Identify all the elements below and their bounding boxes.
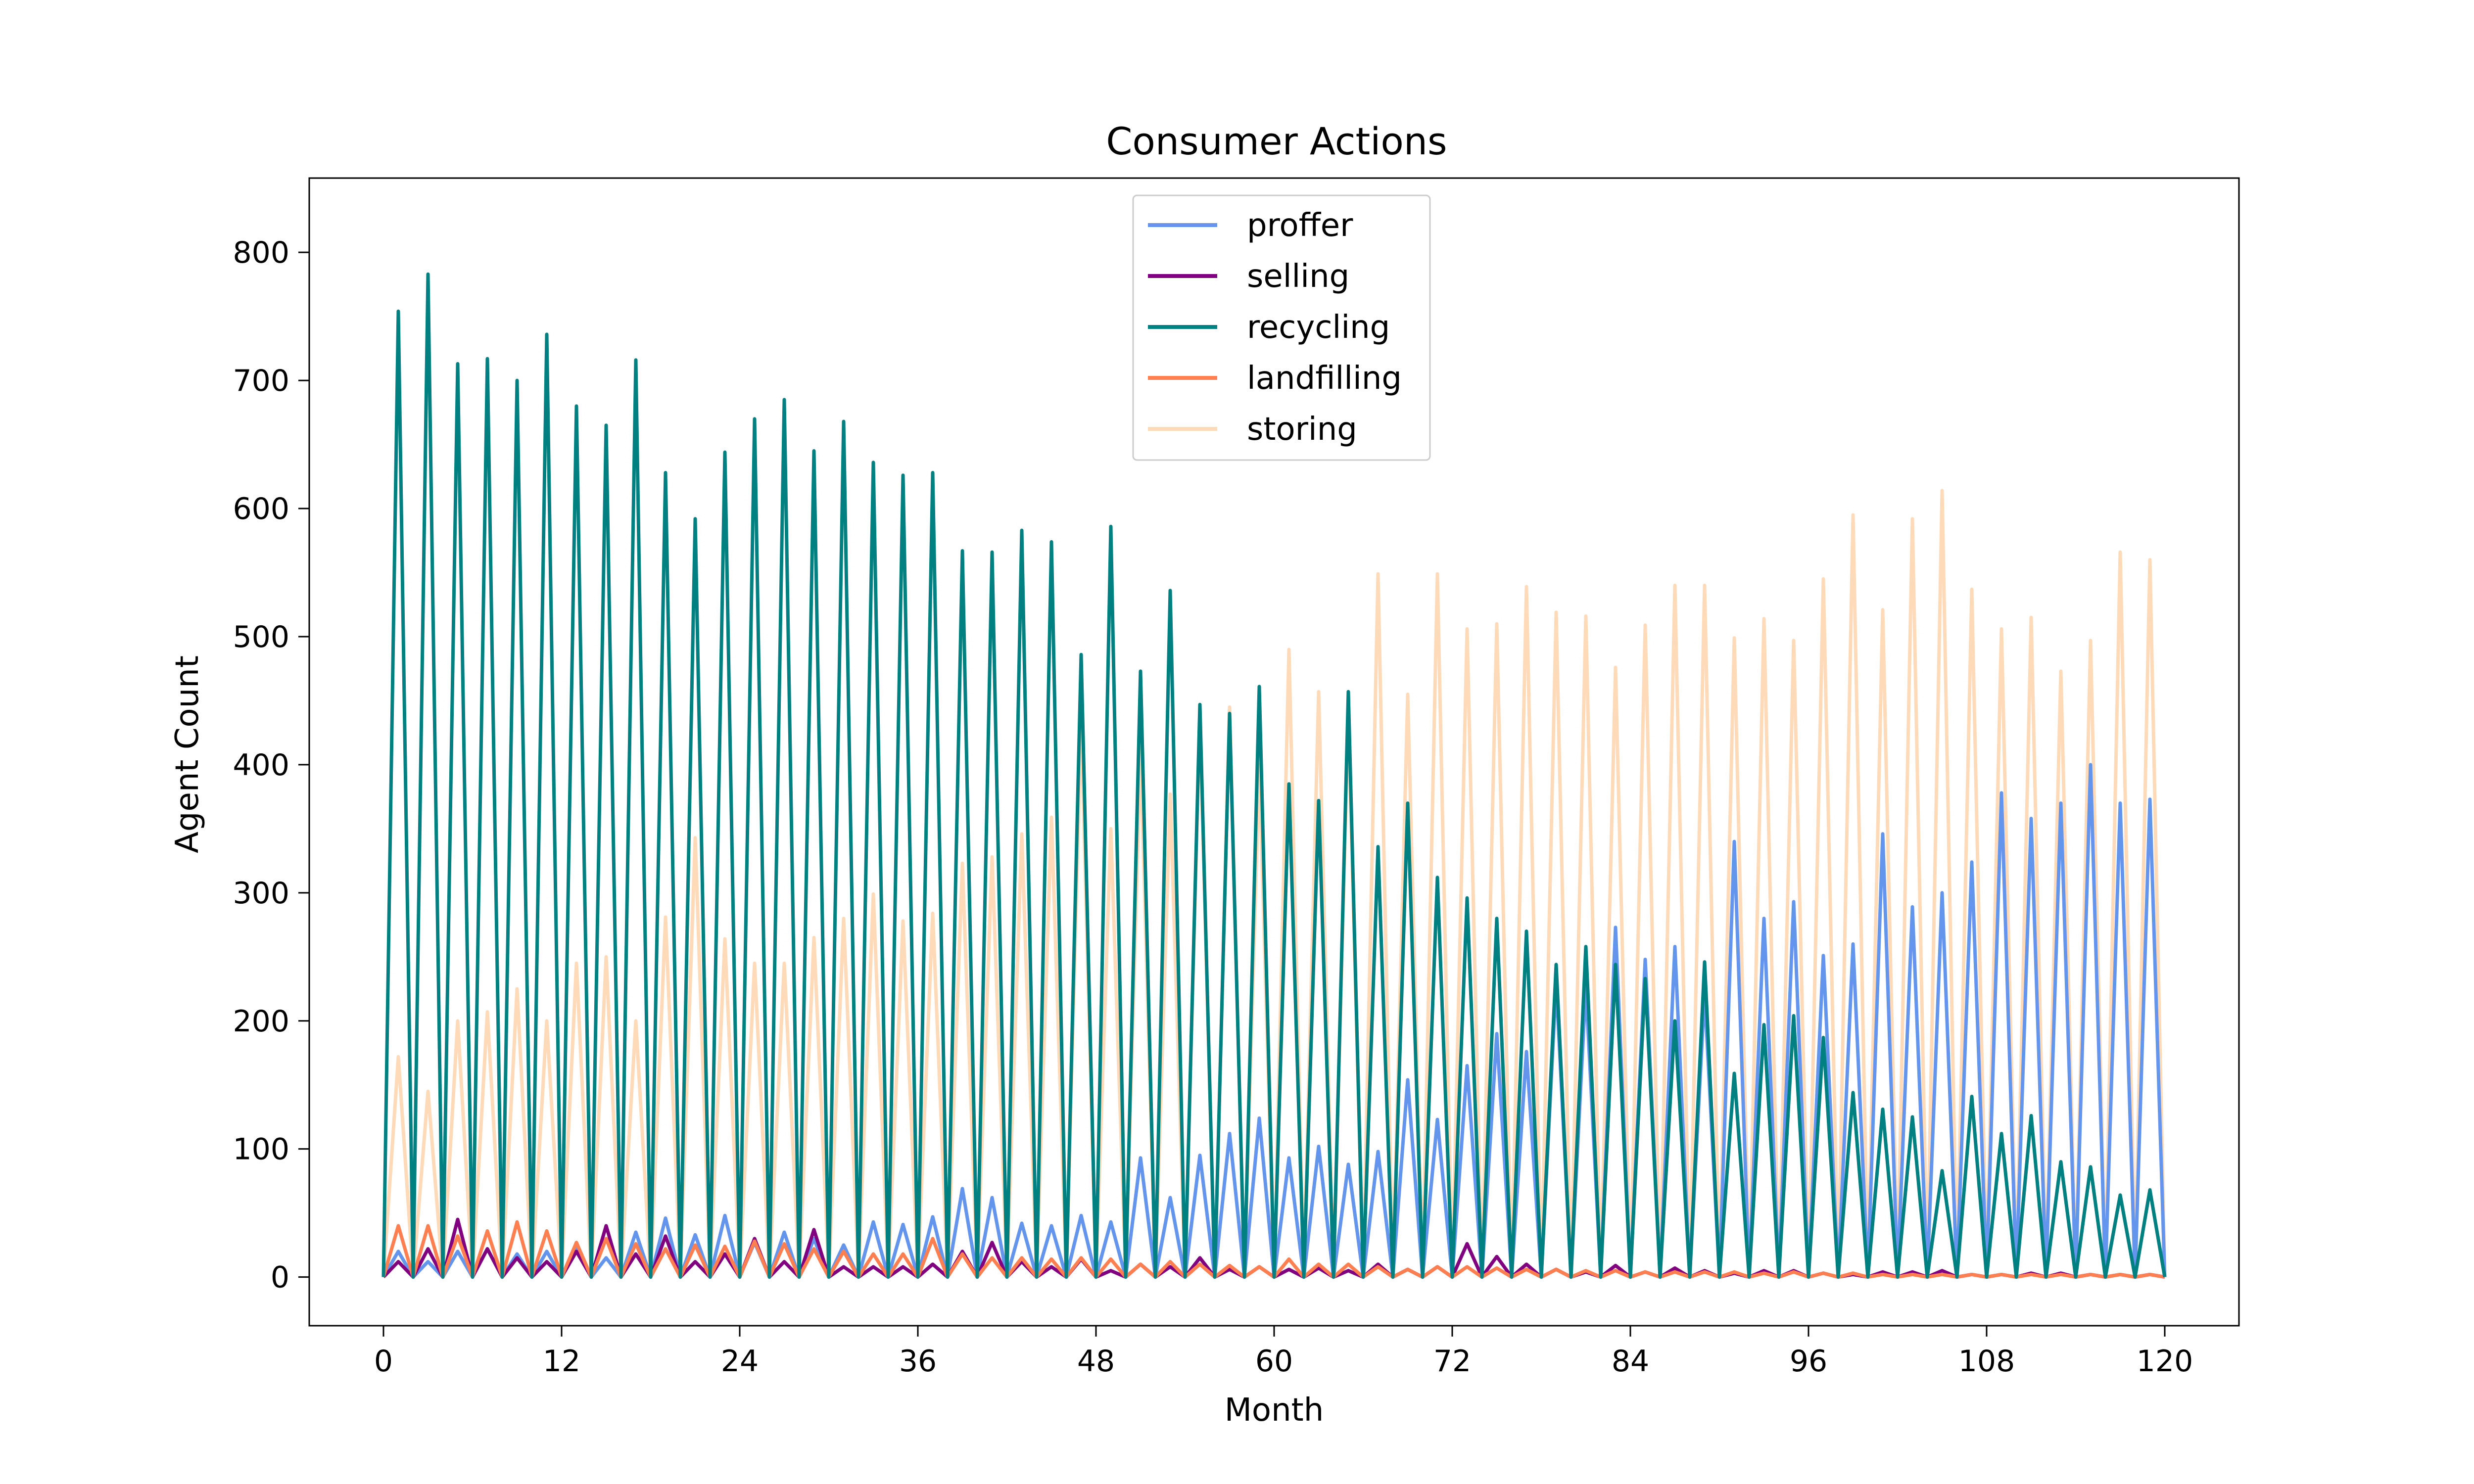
y-tick-label: 100 (233, 1132, 289, 1167)
y-axis: 0 100 200 300 400 500 600 700 800 (233, 235, 309, 1295)
y-tick-label: 700 (233, 364, 289, 398)
legend-label-landfilling: landfilling (1247, 360, 1402, 397)
x-tick-label: 0 (374, 1344, 393, 1379)
x-tick-label: 108 (1958, 1344, 2015, 1379)
x-tick-label: 48 (1077, 1344, 1115, 1379)
legend-label-selling: selling (1247, 258, 1349, 295)
y-tick-label: 200 (233, 1004, 289, 1039)
x-tick-label: 36 (899, 1344, 937, 1379)
y-tick-label: 800 (233, 235, 289, 270)
plot-area (381, 272, 2167, 1279)
x-axis: 0 12 24 36 48 60 72 84 96 108 120 (374, 1326, 2193, 1379)
x-tick-label: 84 (1612, 1344, 1649, 1379)
y-tick-label: 500 (233, 620, 289, 654)
x-tick-label: 24 (721, 1344, 759, 1379)
series-line-recycling (381, 272, 2167, 1279)
x-tick-label: 72 (1433, 1344, 1471, 1379)
x-tick-label: 120 (2137, 1344, 2193, 1379)
y-tick-label: 300 (233, 876, 289, 911)
legend: proffer selling recycling landfilling storin… (1132, 194, 1431, 461)
series-layer (381, 272, 2167, 1279)
y-axis-label: Agent Count (169, 655, 206, 853)
x-tick-label: 96 (1790, 1344, 1827, 1379)
legend-frame (1132, 194, 1431, 461)
x-tick-label: 60 (1255, 1344, 1293, 1379)
legend-label-proffer: proffer (1247, 207, 1353, 244)
x-tick-label: 12 (543, 1344, 580, 1379)
legend-label-storing: storing (1247, 411, 1357, 448)
y-tick-label: 0 (271, 1260, 289, 1295)
legend-label-recycling: recycling (1247, 309, 1390, 346)
chart-title: Consumer Actions (1106, 119, 1447, 163)
x-axis-label: Month (1225, 1392, 1324, 1429)
y-tick-label: 600 (233, 492, 289, 526)
y-tick-label: 400 (233, 748, 289, 783)
